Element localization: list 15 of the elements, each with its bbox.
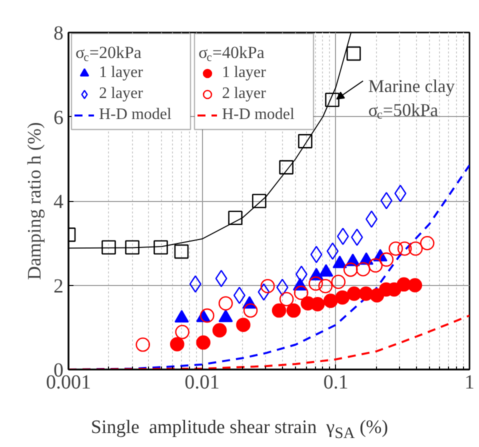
x-tick-label: 0.1 [323,372,348,394]
y-tick-label: 8 [54,22,64,44]
legend-label: H-D model [99,105,172,125]
y-tick-label: 6 [54,106,64,129]
legend-label: 2 layer [99,84,143,104]
legend-label: 1 layer [222,63,266,83]
x-tick-label: 0.01 [184,372,220,394]
y-axis-title: Damping ratio h (%) [24,122,46,280]
y-tick-label: 4 [54,191,64,213]
x-tick-label: 1 [464,372,474,394]
legend-label: 1 layer [99,63,143,83]
y-tick-label: 2 [54,275,64,298]
x-axis-title: Single amplitude shear strain γ$_{SA}$ (%) [90,417,388,444]
legend-label: H-D model [222,105,294,125]
legend-label: 2 layer [222,84,266,104]
